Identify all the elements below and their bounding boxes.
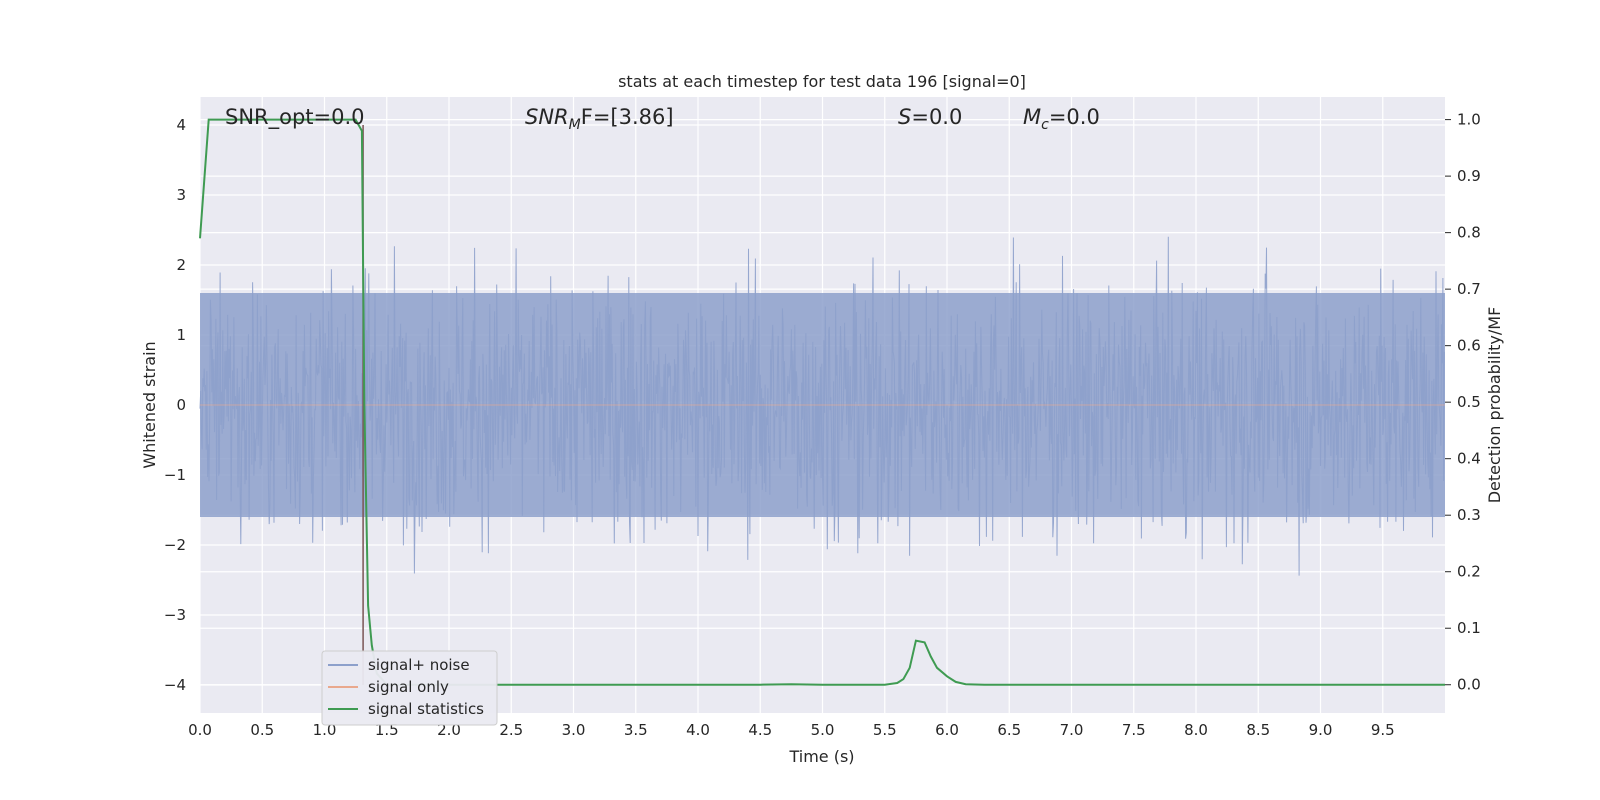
x-tick-label: 7.5 <box>1122 721 1146 739</box>
y-tick-label: 3 <box>176 186 186 204</box>
y-tick-label: −3 <box>164 606 186 624</box>
x-tick-label: 3.5 <box>624 721 648 739</box>
y-right-tick-label: 0.4 <box>1457 450 1481 468</box>
x-tick-labels: 0.0 0.5 1.0 1.5 2.0 2.5 3.0 3.5 4.0 4.5 5.0 5.5 6.0 6… <box>188 721 1395 739</box>
x-tick-label: 4.0 <box>686 721 710 739</box>
legend: signal+ noise signal only signal statistic… <box>321 650 498 726</box>
x-tick-label: 4.5 <box>748 721 772 739</box>
signal-statistics-series <box>199 118 1445 686</box>
x-tick-label: 6.0 <box>935 721 959 739</box>
x-tick-label: 2.5 <box>499 721 523 739</box>
signal-statistics-line <box>199 118 1445 686</box>
x-axis-label: Time (s) <box>788 747 854 766</box>
y-tick-label: 1 <box>176 326 186 344</box>
x-tick-label: 9.0 <box>1309 721 1333 739</box>
x-tick-label: 3.0 <box>562 721 586 739</box>
x-tick-label: 6.5 <box>997 721 1021 739</box>
legend-box <box>321 650 498 726</box>
y-axis-label: Whitened strain <box>140 341 159 468</box>
y-right-tick-label: 0.1 <box>1457 619 1481 637</box>
x-tick-label: 5.5 <box>873 721 897 739</box>
y-right-tick-label: 0.2 <box>1457 563 1481 581</box>
y-tick-label: 4 <box>176 116 186 134</box>
y-tick-label: 2 <box>176 256 186 274</box>
y-right-tick-label: 0.5 <box>1457 393 1481 411</box>
y-right-tick-label: 0.7 <box>1457 280 1481 298</box>
x-tick-label: 8.0 <box>1184 721 1208 739</box>
y-right-tick-labels: 0.0 0.1 0.2 0.3 0.4 0.5 0.6 0.7 0.8 0.9 1.0 <box>1445 111 1481 694</box>
legend-label: signal statistics <box>368 700 484 718</box>
annotations: SNR_opt=0.0 SNRMF=[3.86] S=0.0 Mc=0.0 <box>225 105 1100 133</box>
y-tick-label: −2 <box>164 536 186 554</box>
y-right-tick-label: 1.0 <box>1457 111 1481 129</box>
x-tick-label: 9.5 <box>1371 721 1395 739</box>
x-tick-label: 7.0 <box>1060 721 1084 739</box>
y-tick-label: 0 <box>176 396 186 414</box>
y-tick-label: −4 <box>164 676 186 694</box>
x-tick-label: 0.5 <box>250 721 274 739</box>
y-right-tick-label: 0.0 <box>1457 676 1481 694</box>
y-right-tick-label: 0.8 <box>1457 224 1481 242</box>
chart-title: stats at each timestep for test data 196… <box>618 72 1026 91</box>
legend-label: signal+ noise <box>368 656 470 674</box>
y-right-axis-label: Detection probability/MF <box>1485 307 1504 504</box>
annotation: S=0.0 <box>898 105 962 129</box>
y-right-tick-label: 0.3 <box>1457 506 1481 524</box>
x-tick-label: 0.0 <box>188 721 212 739</box>
annotation: SNR_opt=0.0 <box>225 105 365 130</box>
y-right-tick-label: 0.9 <box>1457 167 1481 185</box>
noise-line <box>199 236 1445 576</box>
y-tick-labels: −4 −3 −2 −1 0 1 2 3 4 <box>164 116 186 694</box>
y-right-tick-label: 0.6 <box>1457 337 1481 355</box>
legend-label: signal only <box>368 678 449 696</box>
annotation: Mc=0.0 <box>1023 105 1100 133</box>
y-tick-label: −1 <box>164 466 186 484</box>
annotation: SNRMF=[3.86] <box>525 105 674 133</box>
x-tick-label: 5.0 <box>811 721 835 739</box>
x-tick-label: 8.5 <box>1246 721 1270 739</box>
